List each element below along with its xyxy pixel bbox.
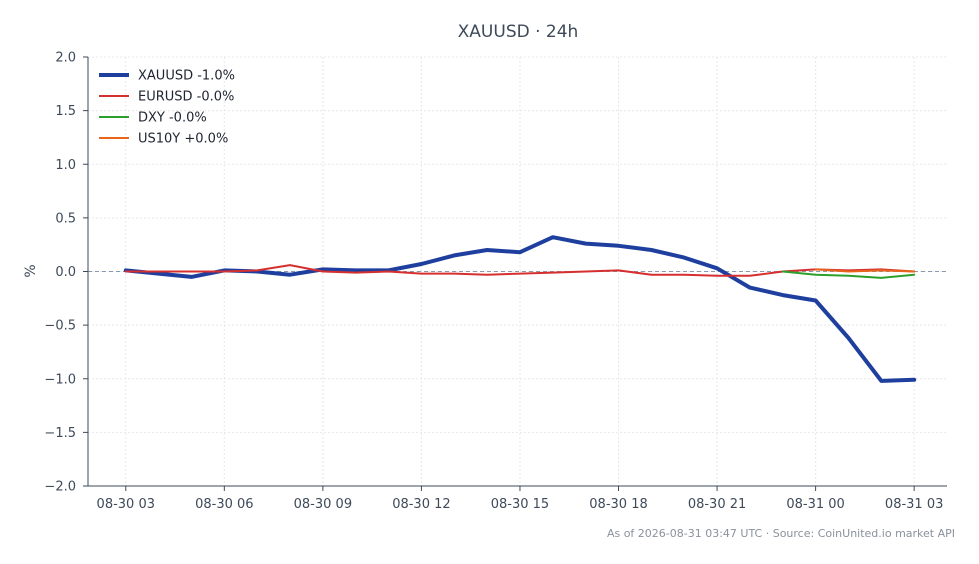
footer-source: As of 2026-08-31 03:47 UTC · Source: Coi… [607,527,955,540]
legend-label: XAUUSD -1.0% [138,69,235,84]
series-line-dxy [781,270,916,279]
chart-title: XAUUSD · 24h [458,22,579,42]
series-line-us10y [814,268,916,273]
legend-label: DXY -0.0% [138,111,207,126]
grid [88,56,947,487]
y-tick-label: 0.5 [55,211,76,226]
y-axis-ticks: 2.0 1.5 1.0 0.5 0.0 −0.5 −1.0 −1.5 −2.0 [44,51,88,495]
x-tick-label: 08-30 12 [392,497,450,512]
y-tick-label: −2.0 [44,480,76,495]
y-tick-label: −1.0 [44,372,76,387]
x-tick-label: 08-30 06 [195,497,253,512]
y-axis-label: % [23,264,39,277]
y-tick-label: 2.0 [55,51,76,66]
x-axis-ticks: 08-30 03 08-30 06 08-30 09 08-30 12 08-30 15… [97,486,943,512]
legend: XAUUSD -1.0% EURUSD -0.0% DXY -0.0% US10Y +… [99,69,235,147]
x-tick-label: 08-30 09 [294,497,352,512]
series-line-xauusd [123,235,917,383]
x-tick-label: 08-31 00 [786,497,844,512]
y-tick-label: 0.0 [55,265,76,280]
y-tick-label: 1.5 [55,104,76,119]
x-tick-label: 08-30 15 [491,497,549,512]
x-tick-label: 08-30 18 [589,497,647,512]
legend-label: EURUSD -0.0% [138,90,234,105]
y-tick-label: 1.0 [55,158,76,173]
y-tick-label: −1.5 [44,426,76,441]
x-tick-label: 08-30 03 [97,497,155,512]
series-lines [123,235,917,383]
legend-label: US10Y +0.0% [138,132,228,147]
x-tick-label: 08-31 03 [885,497,943,512]
x-tick-label: 08-30 21 [688,497,746,512]
y-tick-label: −0.5 [44,319,76,334]
